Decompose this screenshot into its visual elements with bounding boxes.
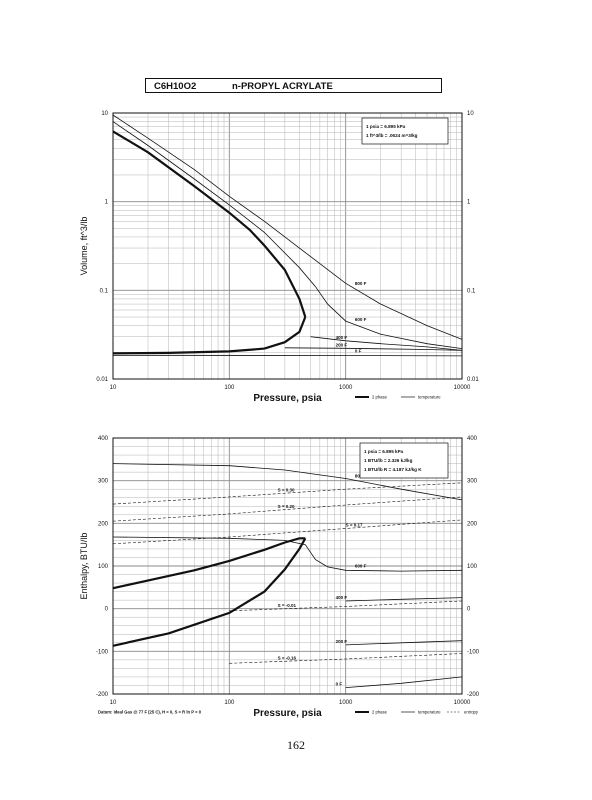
isentrope-line	[112, 519, 463, 545]
isotherm-line	[112, 354, 463, 357]
isotherm-label: 200 F	[336, 639, 348, 644]
y-axis-label: Enthalpy, BTU/lb	[79, 533, 89, 600]
isentrope-label: S = 0.17	[346, 522, 363, 527]
y-tick-label-right: 200	[467, 521, 478, 527]
y-tick-label-right: -100	[467, 649, 480, 655]
conversion-text: 1 psia = 6.895 kPa	[364, 449, 404, 454]
isotherm-label: 200 F	[336, 342, 348, 347]
y-tick-label-right: 300	[467, 479, 478, 485]
x-axis-label: Pressure, psia	[253, 393, 322, 404]
isotherm-line	[284, 347, 463, 351]
legend-label: temperature	[418, 395, 441, 400]
y-tick-label-left: 400	[98, 436, 109, 442]
isotherm-line	[345, 676, 463, 688]
isotherm-line	[112, 536, 463, 572]
plot-frame	[112, 112, 463, 380]
y-tick-label-left: 0	[105, 607, 109, 613]
conversion-box	[359, 442, 449, 479]
x-tick-label: 100	[224, 700, 235, 706]
isotherm-label: 400 F	[336, 595, 348, 600]
isentrope-label: S = 0.20	[278, 504, 295, 509]
isotherm-label: 600 F	[355, 563, 367, 568]
isentrope-label: S = -0.01	[278, 603, 297, 608]
isotherm-line	[310, 336, 463, 351]
saturation-vapor-curve	[112, 130, 307, 318]
y-tick-label-right: 0.1	[467, 288, 476, 294]
saturation-liquid-curve	[112, 537, 307, 647]
y-axis-label: Volume, ft^3/lb	[79, 217, 89, 276]
y-tick-label-left: 0.1	[100, 288, 109, 294]
isentrope-label: S = 0.30	[278, 488, 295, 493]
y-tick-label-left: 0.01	[96, 377, 108, 383]
isotherm-label: 0 F	[355, 349, 362, 354]
isotherm-label: 0 F	[336, 682, 343, 687]
y-tick-label-left: 10	[101, 111, 108, 117]
y-tick-label-right: 10	[467, 111, 474, 117]
isotherm-label: 800 F	[355, 281, 367, 286]
isentrope-line	[229, 600, 463, 612]
x-tick-label: 10	[110, 700, 117, 706]
legend-label: 2 phase	[372, 395, 388, 400]
isotherm-line	[112, 121, 463, 349]
y-tick-label-right: 0	[467, 607, 471, 613]
isotherm-line	[345, 597, 463, 602]
saturation-vapor-curve	[112, 537, 306, 590]
y-tick-label-right: 100	[467, 564, 478, 570]
y-tick-label-right: 1	[467, 200, 471, 206]
grid-1	[112, 437, 463, 695]
page-number: 162	[287, 738, 305, 752]
saturation-liquid-curve	[112, 316, 307, 355]
compound-name: n-PROPYL ACRYLATE	[232, 81, 333, 92]
conversion-text: 1 BTU/lb R = 4.187 kJ/kg K	[364, 467, 422, 472]
x-tick-label: 10000	[454, 700, 471, 706]
isotherm-line	[112, 463, 463, 501]
chart-title-box: C6H10O2 n-PROPYL ACRYLATE	[145, 78, 442, 93]
chemical-formula: C6H10O2	[154, 81, 197, 92]
y-tick-label-right: -200	[467, 692, 480, 698]
isotherm-line	[345, 640, 463, 646]
conversion-text: 1 ft^3/lb = .0624 m^3/kg	[366, 133, 418, 138]
x-tick-label: 10000	[454, 385, 471, 391]
x-tick-label: 1000	[339, 700, 353, 706]
y-tick-label-right: 0.01	[467, 377, 479, 383]
legend-label: temperature	[418, 710, 441, 715]
plot-frame	[112, 437, 463, 695]
y-tick-label-right: 400	[467, 436, 478, 442]
isentrope-line	[112, 496, 463, 522]
conversion-text: 1 BTU/lb = 2.326 kJ/kg	[364, 458, 413, 463]
y-tick-label-left: -200	[96, 692, 109, 698]
isentrope-line	[112, 482, 463, 505]
legend-label: 2 phase	[372, 710, 388, 715]
isotherm-line	[112, 114, 463, 340]
isotherm-label: 400 F	[336, 335, 348, 340]
y-tick-label-left: 300	[98, 479, 109, 485]
y-tick-label-left: -100	[96, 649, 109, 655]
x-tick-label: 1000	[339, 385, 353, 391]
datum-note: Datum: Ideal Gas @ 77 F (25 C), H = 0, S…	[98, 710, 202, 715]
legend-label: entropy	[464, 710, 479, 715]
y-tick-label-left: 1	[105, 200, 109, 206]
isotherm-label: 600 F	[355, 317, 367, 322]
isentrope-label: S = -0.16	[278, 656, 297, 661]
conversion-text: 1 psia = 6.895 kPa	[366, 124, 406, 129]
x-axis-label: Pressure, psia	[253, 708, 322, 719]
y-tick-label-left: 200	[98, 521, 109, 527]
y-tick-label-left: 100	[98, 564, 109, 570]
x-tick-label: 10	[110, 385, 117, 391]
x-tick-label: 100	[224, 385, 235, 391]
isentrope-line	[229, 653, 463, 664]
conversion-box	[361, 117, 449, 145]
